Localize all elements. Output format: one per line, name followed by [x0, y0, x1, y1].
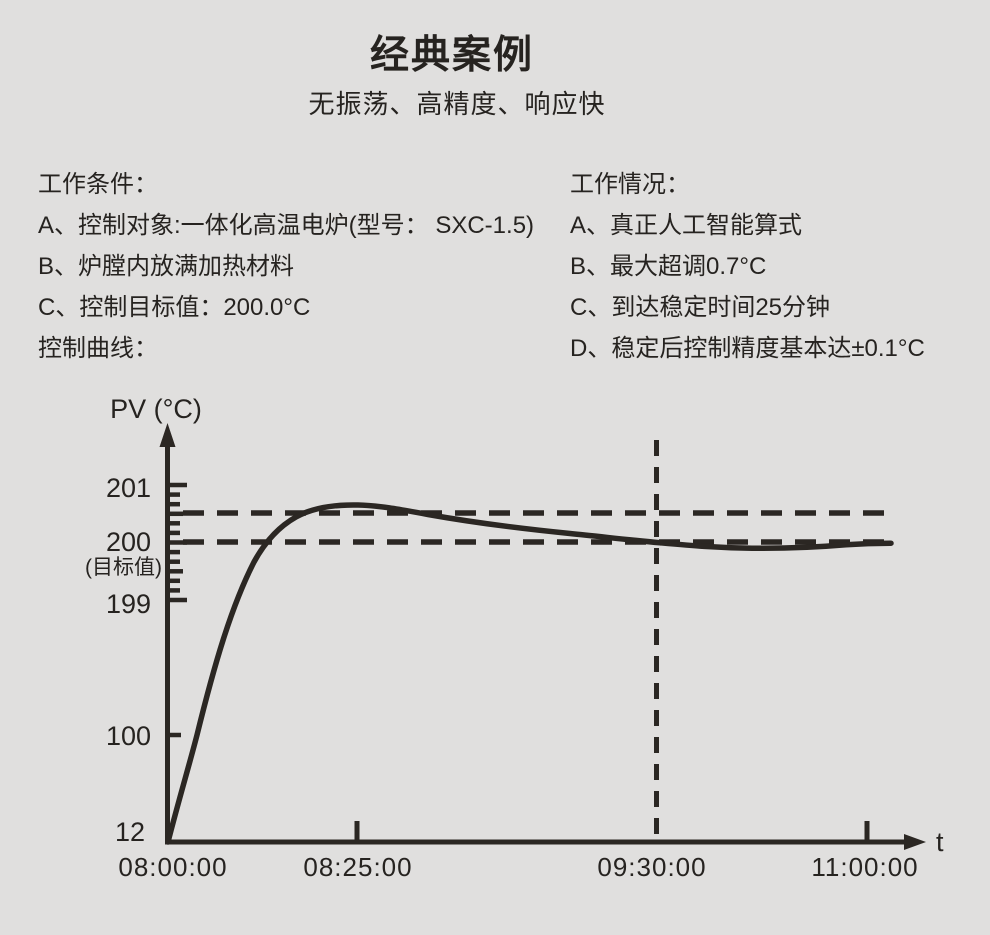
y-axis-arrow-icon — [159, 423, 176, 447]
y-axis-title: PV (°C) — [110, 394, 202, 424]
y-tick-label-12: 12 — [115, 817, 145, 847]
y-axis — [159, 423, 187, 844]
control-curve-chart: PV (°C) t 201 200 (目标值) 199 100 12 08:00… — [85, 394, 944, 882]
condition-item-b: B、炉膛内放满加热材料 — [38, 253, 295, 280]
performance-item-b: B、最大超调0.7°C — [570, 253, 767, 280]
x-axis-arrow-icon — [904, 834, 926, 850]
page-subheader: 无振荡、高精度、响应快 — [0, 84, 914, 121]
x-axis-title: t — [936, 827, 944, 857]
performance-heading: 工作情况： — [570, 171, 690, 198]
performance-item-a: A、真正人工智能算式 — [570, 212, 803, 239]
y-tick-label-200: 200 — [106, 527, 151, 557]
performance-item-d: D、稳定后控制精度基本达±0.1°C — [570, 335, 925, 362]
y-tick-label-199: 199 — [106, 589, 151, 619]
x-tick-label-093000: 09:30:00 — [597, 852, 706, 882]
x-axis — [165, 821, 926, 850]
conditions-heading: 工作条件： — [38, 171, 158, 198]
y-tick-label-201: 201 — [106, 473, 151, 503]
target-value-note: (目标值) — [85, 556, 162, 579]
y-axis-ruler — [169, 482, 187, 738]
performance-item-c: C、到达稳定时间25分钟 — [570, 294, 831, 321]
x-tick-label-082500: 08:25:00 — [303, 852, 412, 882]
x-tick-label-110000: 11:00:00 — [811, 852, 918, 882]
page-subtitle: 无振荡、高精度、响应快 — [308, 89, 606, 119]
x-tick-label-080000: 08:00:00 — [118, 852, 227, 882]
control-curve-label: 控制曲线： — [38, 335, 158, 362]
pv-curve — [165, 502, 894, 845]
page-title: 经典案例 — [369, 34, 534, 77]
y-tick-label-100: 100 — [106, 721, 151, 751]
page-header: 经典案例 — [0, 24, 904, 80]
working-performance-block: 工作情况： A、真正人工智能算式 B、最大超调0.7°C C、到达稳定时间25分… — [570, 164, 925, 369]
condition-item-c: C、控制目标值：200.0°C — [38, 294, 311, 321]
condition-item-a: A、控制对象:一体化高温电炉(型号： SXC-1.5) — [38, 212, 535, 239]
working-conditions-block: 工作条件： A、控制对象:一体化高温电炉(型号： SXC-1.5) B、炉膛内放… — [38, 164, 534, 369]
